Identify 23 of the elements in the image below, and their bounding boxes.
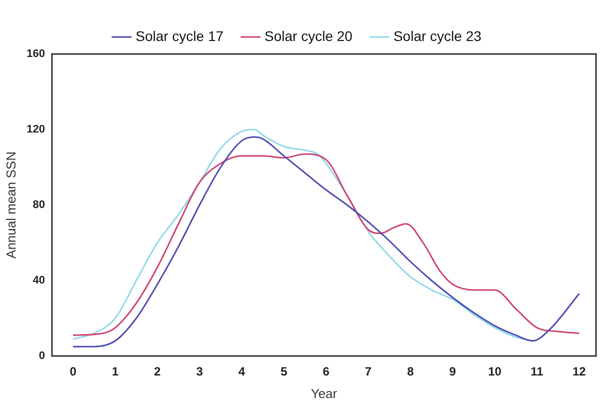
x-axis-title: Year bbox=[310, 386, 338, 401]
x-tick-label: 8 bbox=[407, 364, 414, 379]
y-tick-label: 120 bbox=[26, 124, 45, 136]
y-axis-title: Annual mean SSN bbox=[3, 152, 18, 258]
y-tick-label: 0 bbox=[38, 350, 45, 362]
y-tick-label: 160 bbox=[26, 48, 45, 60]
x-tick-label: 5 bbox=[280, 364, 288, 379]
x-tick-label: 0 bbox=[70, 364, 77, 379]
legend-label: Solar cycle 17 bbox=[136, 28, 224, 44]
x-tick-label: 3 bbox=[196, 364, 204, 379]
x-tick-label: 1 bbox=[112, 364, 119, 379]
y-tick-label: 80 bbox=[32, 199, 45, 212]
y-tick-label: 40 bbox=[32, 274, 45, 287]
x-tick-label: 2 bbox=[154, 364, 162, 379]
x-tick-label: 10 bbox=[488, 364, 502, 379]
x-tick-label: 6 bbox=[322, 364, 330, 379]
x-tick-label: 4 bbox=[238, 364, 246, 379]
legend-label: Solar cycle 23 bbox=[393, 28, 482, 44]
legend-label: Solar cycle 20 bbox=[264, 28, 353, 44]
x-tick-label: 11 bbox=[530, 364, 544, 379]
x-tick-label: 12 bbox=[572, 364, 586, 379]
x-tick-label: 9 bbox=[449, 364, 456, 379]
x-tick-label: 7 bbox=[364, 364, 372, 379]
